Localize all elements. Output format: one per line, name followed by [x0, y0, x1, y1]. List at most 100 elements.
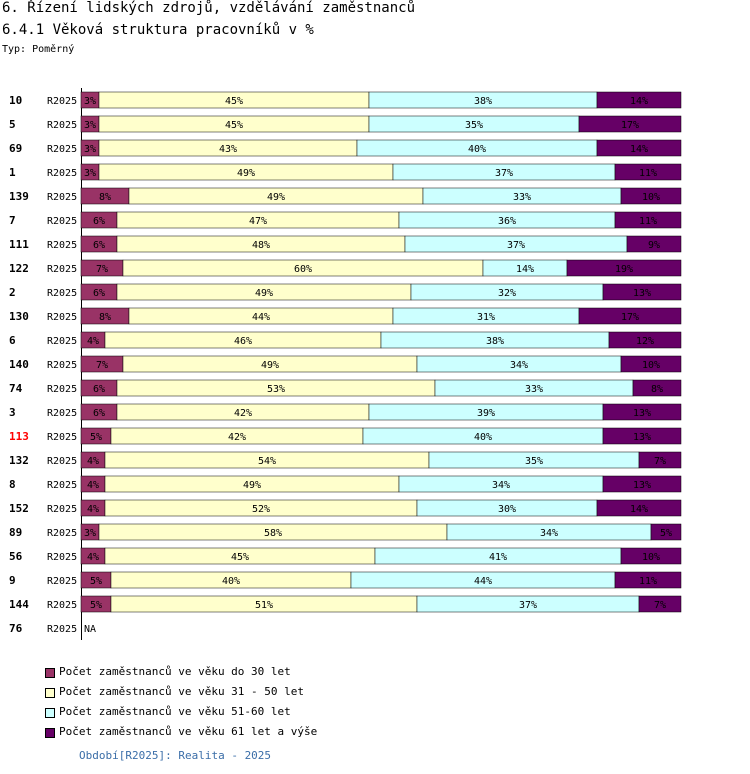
data-label: 32%: [498, 288, 516, 299]
category-label: 111: [9, 238, 29, 251]
data-label: 44%: [252, 312, 270, 323]
category-label: 1: [9, 166, 16, 179]
data-label: 43%: [219, 144, 237, 155]
bar-segment: [602, 283, 682, 301]
data-label: 4%: [87, 552, 99, 563]
data-label: 10%: [642, 360, 660, 371]
data-label: 11%: [639, 216, 657, 227]
period-label: R2025: [47, 408, 77, 419]
data-label: 31%: [477, 312, 495, 323]
period-label: R2025: [47, 312, 77, 323]
data-label: 6%: [93, 384, 105, 395]
data-label: 3%: [84, 144, 96, 155]
period-label: R2025: [47, 240, 77, 251]
period-label: R2025: [47, 96, 77, 107]
bar-segment: [566, 259, 682, 277]
data-label: 5%: [660, 528, 672, 539]
data-label: 10%: [642, 192, 660, 203]
data-label: 45%: [231, 552, 249, 563]
chart-legend: Počet zaměstnanců ve věku do 30 let Poče…: [45, 662, 317, 742]
data-label: 33%: [525, 384, 543, 395]
category-label: 8: [9, 478, 16, 491]
data-label: 33%: [513, 192, 531, 203]
period-label: R2025: [47, 528, 77, 539]
data-label: 39%: [477, 408, 495, 419]
bar-segment: [596, 91, 682, 109]
data-label: 5%: [90, 600, 102, 611]
data-label: 40%: [222, 576, 240, 587]
category-label: 132: [9, 454, 29, 467]
data-label: 37%: [519, 600, 537, 611]
period-label: R2025: [47, 552, 77, 563]
period-label: R2025: [47, 576, 77, 587]
chart-type-label: Typ: Poměrný: [2, 44, 75, 55]
category-label: 10: [9, 94, 22, 107]
bar-segment: [620, 547, 682, 565]
bar-segment: [614, 211, 682, 229]
data-label: 13%: [633, 480, 651, 491]
data-label: 36%: [498, 216, 516, 227]
bar-segment: [620, 355, 682, 373]
data-label: 4%: [87, 480, 99, 491]
period-label: R2025: [47, 264, 77, 275]
data-label: 11%: [639, 168, 657, 179]
category-label: 56: [9, 550, 23, 563]
data-label: 49%: [267, 192, 285, 203]
category-label: 74: [9, 382, 23, 395]
period-label: R2025: [47, 624, 77, 635]
data-label: 17%: [621, 312, 639, 323]
bar-segment: [596, 139, 682, 157]
period-label: R2025: [47, 384, 77, 395]
data-label: 14%: [630, 144, 648, 155]
data-label: 49%: [243, 480, 261, 491]
category-label: 139: [9, 190, 29, 203]
bar-segment: [602, 427, 682, 445]
data-label: 4%: [87, 456, 99, 467]
data-label: 51%: [255, 600, 273, 611]
data-label: 37%: [495, 168, 513, 179]
period-label: R2025: [47, 600, 77, 611]
chart-title: 6.4.1 Věková struktura pracovníků v %: [2, 22, 314, 38]
data-label: 13%: [633, 408, 651, 419]
period-footer: Období[R2025]: Realita - 2025: [79, 749, 272, 762]
period-label: R2025: [47, 120, 77, 131]
legend-swatch-under-30: [45, 668, 55, 678]
data-label: 6%: [93, 408, 105, 419]
period-label: R2025: [47, 144, 77, 155]
data-label: 7%: [96, 264, 108, 275]
data-label: 38%: [474, 96, 492, 107]
data-label: 35%: [525, 456, 543, 467]
data-label: 6%: [93, 216, 105, 227]
data-label: 3%: [84, 96, 96, 107]
data-label: 6%: [93, 240, 105, 251]
bar-segment: [614, 163, 682, 181]
data-label: 7%: [654, 456, 666, 467]
data-label: 11%: [639, 576, 657, 587]
data-label: 19%: [615, 264, 633, 275]
category-label: 130: [9, 310, 29, 323]
category-label: 5: [9, 118, 16, 131]
page-title: 6. Řízení lidských zdrojů, vzdělávání za…: [2, 0, 416, 16]
period-label: R2025: [47, 432, 77, 443]
data-label: 9%: [648, 240, 660, 251]
category-label: 9: [9, 574, 16, 587]
bar-segment: [650, 523, 682, 541]
data-label: 12%: [636, 336, 654, 347]
bar-segment: [632, 379, 682, 397]
data-label: 35%: [465, 120, 483, 131]
period-label: R2025: [47, 168, 77, 179]
data-label: 5%: [90, 576, 102, 587]
data-label: 7%: [654, 600, 666, 611]
legend-label-under-30: Počet zaměstnanců ve věku do 30 let: [59, 665, 291, 678]
data-label: 17%: [621, 120, 639, 131]
bar-segment: [614, 571, 682, 589]
legend-item-31-50: Počet zaměstnanců ve věku 31 - 50 let: [45, 682, 317, 702]
bar-segment: [608, 331, 682, 349]
category-label: 89: [9, 526, 22, 539]
stacked-bar-chart: 10 R2025 3% 45% 38% 14%5 R2025 3% 45% 35% 17%69 R20…: [9, 88, 682, 640]
data-label: 13%: [633, 432, 651, 443]
bar-segment: [596, 499, 682, 517]
data-label: 3%: [84, 528, 96, 539]
legend-label-51-60: Počet zaměstnanců ve věku 51-60 let: [59, 705, 291, 718]
category-label: 2: [9, 286, 16, 299]
